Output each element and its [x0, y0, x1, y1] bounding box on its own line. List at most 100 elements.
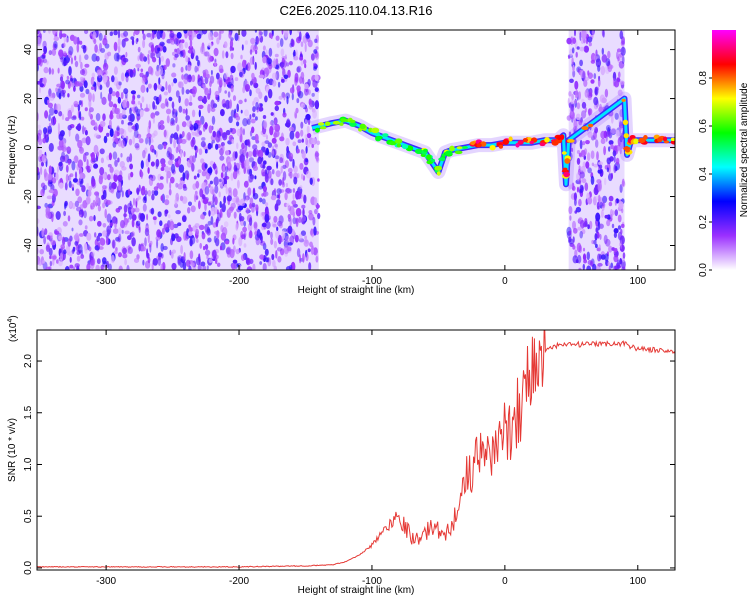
spectrogram-x-label: Height of straight line (km)	[298, 285, 415, 296]
noise-speck	[39, 83, 44, 88]
noise-speck	[146, 32, 152, 38]
noise-speck	[594, 233, 598, 241]
noise-speck	[215, 258, 218, 265]
noise-speck	[210, 215, 214, 226]
noise-speck	[280, 165, 283, 174]
noise-speck	[206, 254, 209, 260]
noise-speck	[583, 259, 587, 264]
noise-speck	[314, 87, 319, 92]
noise-speck	[270, 231, 273, 240]
noise-speck	[84, 63, 90, 68]
noise-speck	[593, 96, 599, 106]
noise-speck	[604, 88, 609, 98]
noise-speck	[284, 54, 287, 60]
noise-speck	[142, 33, 146, 41]
noise-speck	[582, 141, 586, 146]
noise-speck	[598, 161, 603, 166]
noise-speck	[90, 205, 93, 210]
noise-speck	[236, 121, 240, 127]
noise-speck	[151, 194, 155, 201]
noise-speck	[118, 181, 122, 191]
noise-speck	[88, 185, 93, 192]
signal-blob	[382, 133, 389, 138]
noise-speck	[243, 166, 246, 175]
noise-speck	[197, 263, 202, 270]
noise-speck	[258, 74, 265, 79]
noise-speck	[186, 74, 192, 83]
noise-speck	[165, 81, 168, 91]
noise-speck	[265, 221, 271, 230]
noise-speck	[276, 161, 279, 169]
noise-speck	[285, 92, 291, 99]
noise-speck	[49, 255, 52, 260]
noise-speck	[617, 214, 622, 223]
noise-speck	[288, 152, 294, 160]
noise-speck	[78, 54, 82, 64]
noise-speck	[138, 184, 141, 192]
noise-speck	[197, 173, 200, 178]
noise-speck	[260, 238, 263, 244]
noise-speck	[587, 167, 592, 174]
noise-speck	[575, 51, 578, 58]
noise-speck	[578, 165, 581, 171]
noise-speck	[305, 253, 309, 262]
noise-speck	[269, 121, 273, 125]
noise-speck	[616, 48, 622, 53]
noise-speck	[296, 148, 300, 154]
noise-speck	[224, 90, 227, 94]
noise-speck	[208, 210, 211, 217]
noise-speck	[77, 159, 84, 169]
noise-speck	[573, 138, 577, 145]
snr-frame	[36, 329, 676, 571]
noise-speck	[109, 110, 113, 120]
noise-speck	[579, 219, 585, 229]
noise-speck	[206, 73, 210, 79]
noise-speck	[314, 150, 319, 160]
noise-speck	[214, 90, 220, 98]
noise-speck	[574, 100, 577, 104]
noise-speck	[613, 255, 619, 263]
noise-speck	[166, 101, 169, 108]
noise-speck	[42, 137, 47, 144]
noise-speck	[618, 71, 621, 79]
noise-speck	[247, 187, 252, 197]
noise-speck	[80, 116, 85, 121]
noise-speck	[80, 178, 84, 184]
noise-speck	[185, 259, 191, 267]
noise-speck	[147, 153, 151, 163]
noise-speck	[125, 51, 128, 58]
noise-speck	[153, 95, 158, 101]
noise-speck	[41, 154, 47, 163]
noise-speck	[613, 155, 616, 163]
noise-speck	[244, 98, 247, 103]
noise-speck	[274, 100, 280, 106]
noise-speck	[593, 73, 597, 80]
noise-speck	[590, 79, 595, 84]
noise-speck	[147, 233, 150, 244]
noise-speck	[600, 65, 606, 76]
signal-blob	[434, 165, 442, 171]
noise-speck	[99, 84, 103, 91]
noise-speck	[252, 113, 256, 118]
noise-speck	[611, 223, 615, 229]
signal-blob	[388, 141, 397, 146]
noise-speck	[174, 53, 179, 58]
noise-speck	[589, 220, 593, 230]
signal-core	[311, 97, 675, 186]
noise-speck	[221, 50, 225, 59]
noise-speck	[62, 92, 66, 98]
noise-speck	[99, 42, 102, 52]
spectrogram-frame	[36, 29, 676, 271]
noise-speck	[235, 248, 240, 255]
noise-speck	[165, 58, 170, 67]
noise-speck	[219, 155, 225, 161]
noise-speck	[275, 250, 278, 259]
noise-speck	[127, 124, 133, 133]
noise-speck	[101, 96, 107, 105]
noise-speck	[216, 37, 220, 45]
noise-speck	[249, 114, 252, 120]
noise-speck	[151, 148, 156, 153]
signal-blob	[445, 150, 453, 156]
noise-speck	[254, 162, 257, 168]
noise-speck	[218, 191, 221, 198]
